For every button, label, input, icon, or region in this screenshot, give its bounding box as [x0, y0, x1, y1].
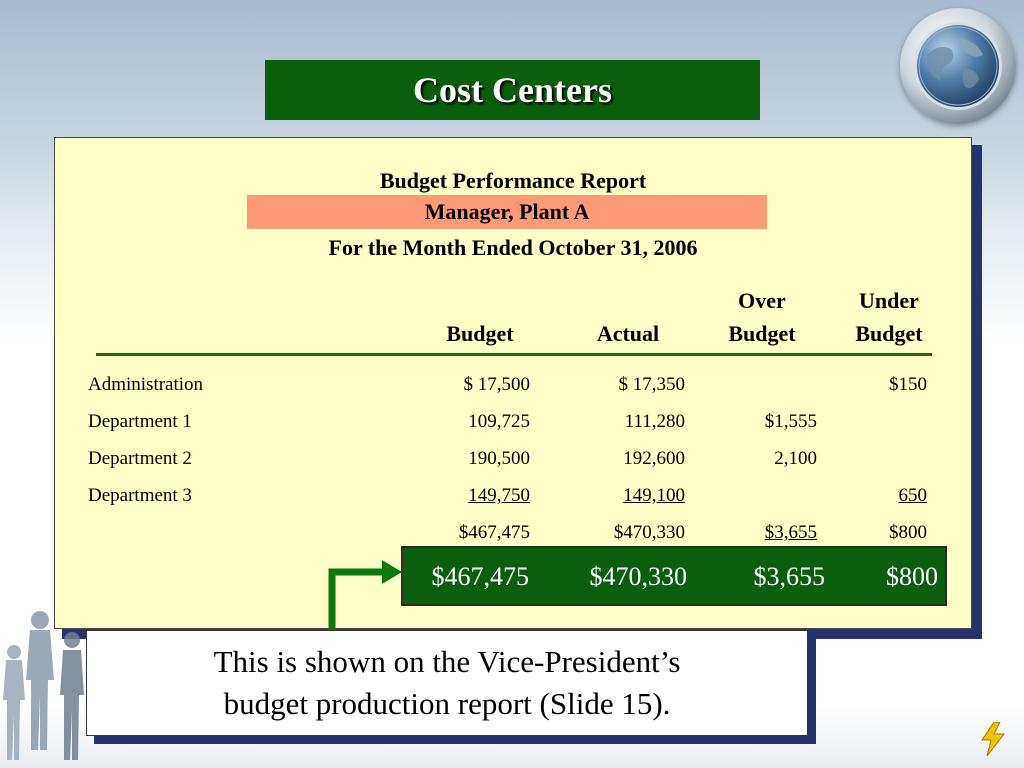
total-over-value: $3,655 — [764, 522, 817, 543]
cell-budget-value: 149,750 — [468, 485, 530, 506]
cell-under: $150 — [889, 374, 927, 395]
total-over: $3,655 — [697, 522, 817, 544]
report-period: For the Month Ended October 31, 2006 — [328, 235, 698, 260]
cell-budget: 149,750 — [410, 485, 530, 507]
row-label: Administration — [88, 374, 204, 395]
highlight-budget: $467,475 — [431, 562, 530, 591]
cell-budget: 190,500 — [468, 448, 530, 469]
highlight-under: $800 — [886, 562, 938, 591]
highlighted-totals: $467,475 $470,330 $3,655 $800 — [401, 546, 947, 606]
slide-title: Cost Centers — [265, 60, 760, 120]
col-header-actual: Actual — [596, 321, 660, 346]
cell-actual: $ 17,350 — [618, 374, 686, 395]
report-manager: Manager, Plant A — [247, 195, 767, 229]
cell-over: 2,100 — [774, 448, 817, 469]
cell-actual: 149,100 — [565, 485, 685, 507]
cell-over: $1,555 — [764, 411, 817, 432]
cell-budget: $ 17,500 — [463, 374, 531, 395]
cell-budget: 109,725 — [468, 411, 530, 432]
row-label: Department 3 — [88, 485, 192, 506]
total-under: $800 — [889, 522, 927, 543]
highlight-actual: $470,330 — [589, 562, 688, 591]
globe-logo-icon — [900, 8, 1016, 124]
cell-actual-value: 149,100 — [623, 485, 685, 506]
total-actual: $470,330 — [613, 522, 685, 543]
cell-under: 650 — [807, 485, 928, 507]
business-people-silhouette-icon — [3, 611, 84, 760]
callout-line-1: This is shown on the Vice-President’s — [213, 644, 681, 679]
row-label: Department 1 — [88, 411, 192, 432]
col-header-over-line2: Budget — [728, 321, 796, 346]
col-header-under-line1: Under — [859, 288, 919, 313]
report-title: Budget Performance Report — [379, 168, 647, 193]
callout-note: This is shown on the Vice-President’s bu… — [86, 630, 808, 736]
cell-actual: 192,600 — [623, 448, 685, 469]
header-rule — [96, 353, 932, 356]
cell-actual: 111,280 — [624, 411, 685, 432]
lightning-bolt-icon — [981, 722, 1006, 756]
col-header-budget: Budget — [446, 321, 514, 346]
highlight-over: $3,655 — [753, 562, 826, 591]
col-header-over-line1: Over — [738, 288, 786, 313]
row-label: Department 2 — [88, 448, 192, 469]
col-header-under-line2: Budget — [855, 321, 923, 346]
connector-arrow-icon — [328, 560, 402, 634]
total-budget: $467,475 — [458, 522, 530, 543]
callout-line-2: budget production report (Slide 15). — [223, 686, 671, 721]
cell-under-value: 650 — [898, 485, 928, 506]
